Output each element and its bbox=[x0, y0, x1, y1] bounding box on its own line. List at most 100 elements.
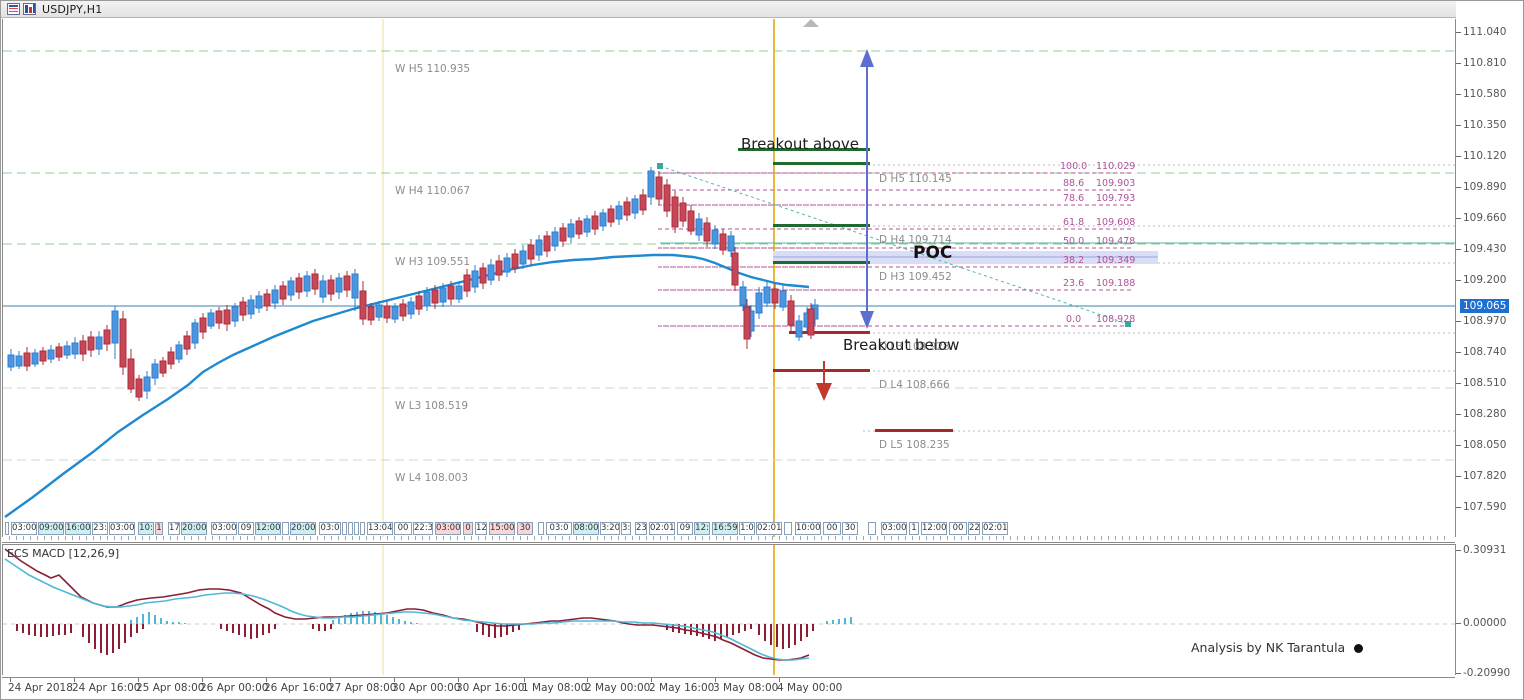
daily-level-label-1: D H4 109.714 bbox=[879, 234, 952, 246]
time-profile-cell-24[interactable]: 0 bbox=[463, 522, 473, 535]
time-profile-cell-37[interactable]: 16:59 bbox=[712, 522, 738, 535]
time-profile-cell-19[interactable] bbox=[360, 522, 365, 535]
time-axis[interactable]: 24 Apr 2018 24 Apr 16:00 25 Apr 08:00 26 Ap… bbox=[2, 677, 1455, 699]
time-profile-cell-9[interactable]: 20:00 bbox=[181, 522, 207, 535]
price-chart-area[interactable]: W H5 110.935 W H4 110.067 W H3 109.551 W… bbox=[2, 19, 1455, 537]
time-profile-cell-16[interactable] bbox=[342, 522, 347, 535]
time-profile-cell-40[interactable] bbox=[784, 522, 792, 535]
time-profile-cell-33[interactable]: 23 bbox=[635, 522, 647, 535]
time-profile-cell-15[interactable]: 03:0 bbox=[319, 522, 341, 535]
time-tick-label-2: 25 Apr 08:00 bbox=[136, 682, 205, 694]
profile-tick bbox=[191, 536, 192, 540]
profile-tick bbox=[1192, 536, 1193, 540]
time-tick-label-12: 4 May 00:00 bbox=[777, 682, 843, 694]
profile-tick bbox=[1031, 536, 1032, 540]
time-profile-cell-30[interactable]: 08:00 bbox=[573, 522, 599, 535]
profile-tick bbox=[492, 536, 493, 540]
time-profile-cell-23[interactable]: 03:00 bbox=[435, 522, 461, 535]
profile-tick bbox=[513, 536, 514, 540]
time-profile-cell-8[interactable]: 17 bbox=[168, 522, 180, 535]
time-profile-cell-1[interactable]: 03:00 bbox=[11, 522, 37, 535]
fib-pct-2: 78.6 bbox=[1063, 193, 1085, 204]
time-profile-cell-18[interactable] bbox=[354, 522, 359, 535]
time-tick-mark bbox=[458, 678, 459, 682]
profile-tick bbox=[1241, 536, 1242, 540]
profile-tick bbox=[401, 536, 402, 540]
profile-tick bbox=[1290, 536, 1291, 540]
fib-price-7: 108.928 bbox=[1096, 314, 1136, 325]
time-profile-cell-14[interactable]: 20:00 bbox=[290, 522, 316, 535]
time-profile-cell-45[interactable]: 03:00 bbox=[881, 522, 907, 535]
profile-tick bbox=[751, 536, 752, 540]
time-profile-cell-46[interactable]: 1 bbox=[909, 522, 919, 535]
profile-tick bbox=[842, 536, 843, 540]
current-price-badge[interactable]: 109.065 bbox=[1460, 299, 1510, 313]
time-profile-cell-32[interactable]: 3: bbox=[621, 522, 631, 535]
time-profile-cell-41[interactable]: 10:00 bbox=[795, 522, 821, 535]
time-profile-cell-11[interactable]: 09 bbox=[238, 522, 254, 535]
time-profile-cell-10[interactable]: 03:00 bbox=[211, 522, 237, 535]
time-profile-strip[interactable]: 03:00 09:00 16:00 23: 03:00 10: 1 17 20:00 03:00 0… bbox=[5, 522, 1452, 542]
time-profile-cell-2[interactable]: 09:00 bbox=[38, 522, 64, 535]
time-profile-cell-34[interactable]: 02:01 bbox=[649, 522, 675, 535]
weekly-level-label-2: W H3 109.551 bbox=[395, 256, 471, 268]
macd-indicator-panel[interactable]: ECS MACD [12,26,9] Analysis by NK Tarant… bbox=[2, 544, 1455, 675]
bar-chart-icon[interactable] bbox=[23, 3, 36, 15]
time-profile-cell-20[interactable]: 13:04 bbox=[367, 522, 393, 535]
macd-tick-mark bbox=[1456, 673, 1461, 674]
time-profile-cell-42[interactable]: 00 bbox=[823, 522, 841, 535]
time-profile-cell-35[interactable]: 09 bbox=[677, 522, 693, 535]
profile-tick bbox=[968, 536, 969, 540]
time-profile-cell-22[interactable]: 22:3 bbox=[413, 522, 433, 535]
time-profile-cell-13[interactable] bbox=[282, 522, 289, 535]
macd-tick-label-0: 0.30931 bbox=[1463, 544, 1507, 556]
time-profile-cell-36[interactable]: 12: bbox=[694, 522, 710, 535]
fib-price-6: 109.188 bbox=[1096, 278, 1136, 289]
time-profile-cell-3[interactable]: 16:00 bbox=[65, 522, 91, 535]
time-profile-cell-28[interactable] bbox=[538, 522, 544, 535]
time-profile-cell-29[interactable]: 03:0 bbox=[546, 522, 572, 535]
profile-tick bbox=[443, 536, 444, 540]
profile-tick bbox=[828, 536, 829, 540]
time-profile-cell-0[interactable] bbox=[5, 522, 9, 535]
chart-table-icon[interactable] bbox=[7, 3, 20, 15]
time-profile-cell-6[interactable]: 10: bbox=[138, 522, 154, 535]
time-profile-cell-17[interactable] bbox=[348, 522, 353, 535]
analysis-watermark: Analysis by NK Tarantula bbox=[1191, 640, 1364, 655]
profile-tick bbox=[198, 536, 199, 540]
profile-tick bbox=[1388, 536, 1389, 540]
weekly-level-label-3: W L3 108.519 bbox=[395, 400, 469, 412]
macd-week-separator bbox=[382, 545, 384, 675]
time-profile-cell-25[interactable]: 12 bbox=[475, 522, 487, 535]
time-profile-cell-27[interactable]: 30 bbox=[517, 522, 533, 535]
time-profile-cell-12[interactable]: 12:00 bbox=[255, 522, 281, 535]
profile-tick bbox=[282, 536, 283, 540]
time-profile-cell-7[interactable]: 1 bbox=[155, 522, 163, 535]
price-tick-label-8: 109.200 bbox=[1463, 274, 1507, 286]
time-profile-cell-26[interactable]: 15:00 bbox=[489, 522, 515, 535]
profile-tick bbox=[681, 536, 682, 540]
fib-price-5: 109.349 bbox=[1096, 255, 1136, 266]
profile-tick bbox=[891, 536, 892, 540]
time-profile-cell-31[interactable]: 3:20 bbox=[600, 522, 620, 535]
price-tick-label-10: 108.740 bbox=[1463, 346, 1507, 358]
time-profile-cell-44[interactable] bbox=[868, 522, 876, 535]
profile-tick bbox=[338, 536, 339, 540]
top-marker-arrow bbox=[803, 19, 819, 27]
time-profile-cell-5[interactable]: 03:00 bbox=[109, 522, 135, 535]
price-axis[interactable]: 111.040 110.810 110.580 110.350 110.120 109.8… bbox=[1456, 1, 1523, 699]
profile-tick bbox=[1255, 536, 1256, 540]
time-profile-cell-38[interactable]: 1:0 bbox=[739, 522, 755, 535]
time-profile-cell-49[interactable]: 22 bbox=[968, 522, 980, 535]
profile-tick bbox=[933, 536, 934, 540]
time-profile-cell-47[interactable]: 12:00 bbox=[921, 522, 947, 535]
price-tick-label-11: 108.510 bbox=[1463, 377, 1507, 389]
time-profile-cell-43[interactable]: 30 bbox=[842, 522, 858, 535]
time-profile-cell-50[interactable]: 02:01 bbox=[982, 522, 1008, 535]
time-profile-cell-39[interactable]: 02:01 bbox=[756, 522, 782, 535]
profile-tick bbox=[541, 536, 542, 540]
profile-tick bbox=[814, 536, 815, 540]
time-profile-cell-4[interactable]: 23: bbox=[92, 522, 108, 535]
time-profile-cell-21[interactable]: 00 bbox=[394, 522, 412, 535]
time-profile-cell-48[interactable]: 00 bbox=[949, 522, 967, 535]
